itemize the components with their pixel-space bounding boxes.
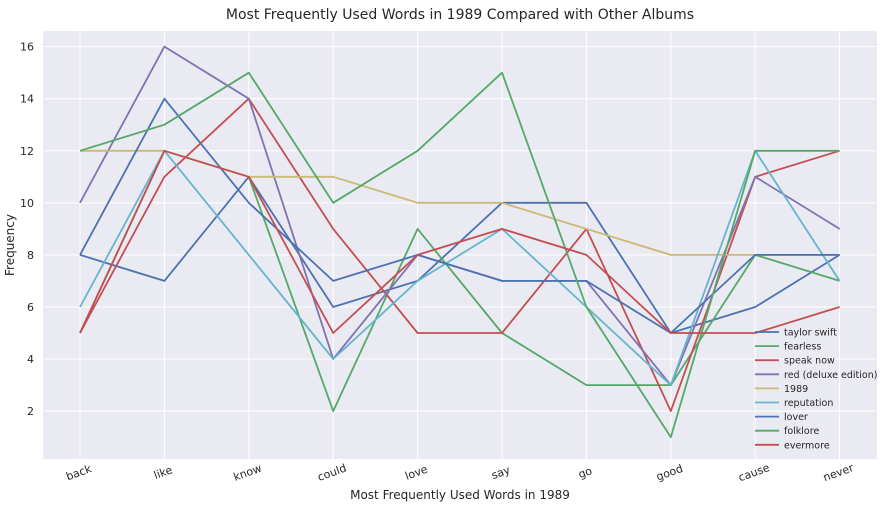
legend: taylor swift fearless speak now red (deluxe… [755,328,877,451]
y-tick-label: 14 [20,93,34,106]
x-tick-label: could [316,462,348,484]
y-tick-label: 4 [27,353,34,366]
legend-label: taylor swift [784,328,837,339]
x-tick-label: cause [737,461,772,484]
y-tick-label: 12 [20,145,34,158]
x-tick-label: back [64,462,94,483]
legend-label: 1989 [784,384,808,395]
x-tick-label: good [654,462,684,484]
series-line [79,71,840,439]
x-tick-label: know [232,462,264,484]
plot-area [43,31,877,459]
legend-label: speak now [784,356,835,367]
x-tick-label: like [152,463,174,482]
legend-label: folklore [784,426,819,437]
y-tick-label: 16 [20,41,34,54]
y-tick-labels: 2 4 6 8 10 12 14 16 [20,41,34,418]
legend-label: fearless [784,342,821,353]
legend-label: lover [784,412,808,423]
x-tick-labels: back like know could love say go good cause never [64,461,856,484]
x-tick-label: say [490,463,513,482]
x-tick-label: go [577,464,595,481]
legend-label: evermore [784,440,830,451]
y-tick-label: 8 [27,249,34,262]
series-lines [79,45,841,439]
x-tick-label: never [821,461,856,484]
x-axis-label: Most Frequently Used Words in 1989 [350,488,570,502]
x-tick-label: love [403,463,429,483]
legend-label: red (deluxe edition) [784,370,877,381]
series-line [79,149,840,334]
y-tick-label: 2 [27,405,34,418]
legend-label: reputation [784,398,833,409]
y-tick-label: 10 [20,197,34,210]
chart-title: Most Frequently Used Words in 1989 Compa… [226,7,694,23]
y-axis-label: Frequency [3,214,17,276]
y-tick-label: 6 [27,301,34,314]
series-line [79,149,841,387]
